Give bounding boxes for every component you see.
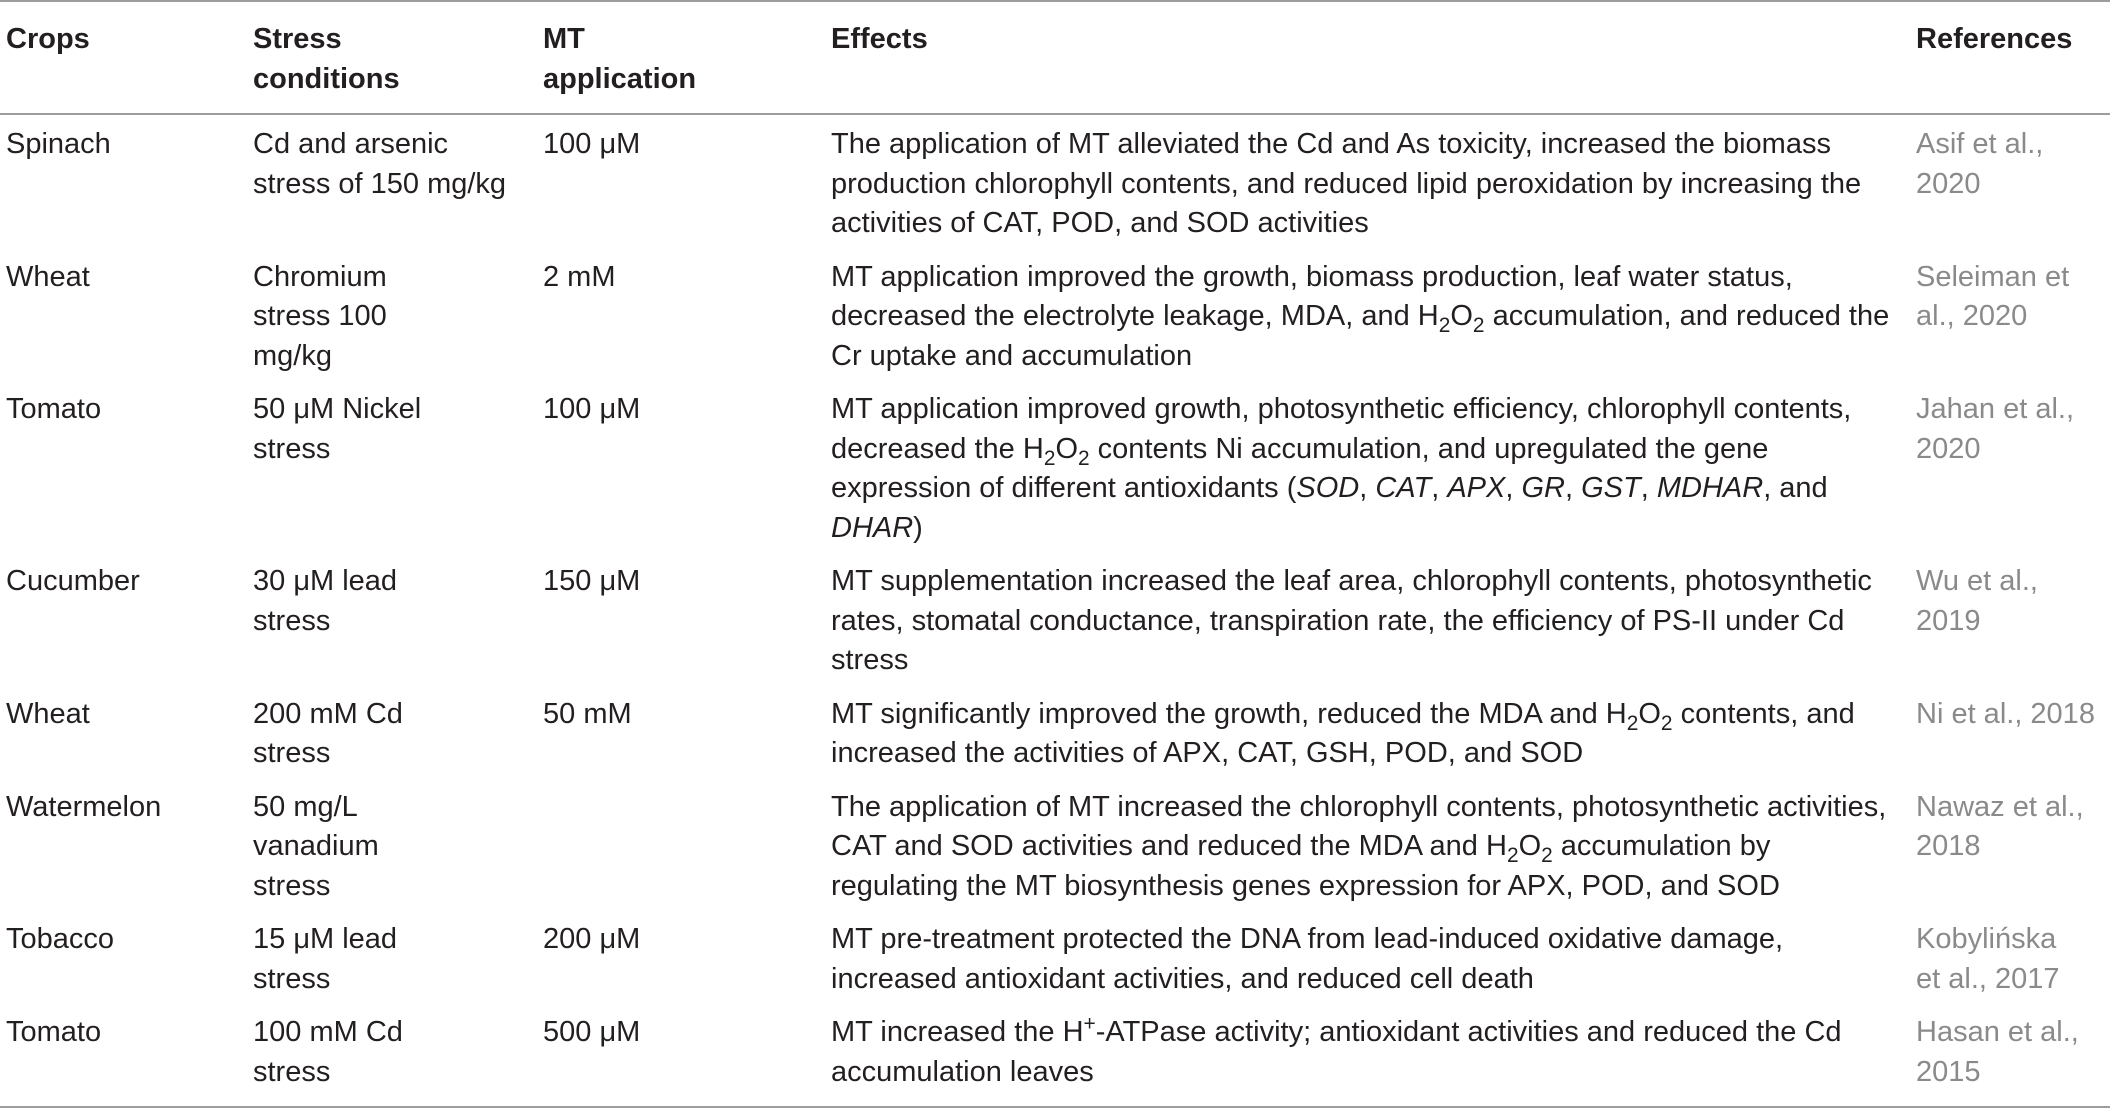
cell-mt: 2 mM [543, 260, 616, 293]
cell-stress: Chromium stress 100 mg/kg [253, 260, 387, 372]
cell-crop: Tobacco [6, 923, 115, 955]
cell-mt: 200 μM [543, 923, 641, 955]
cell-effects: The application of MT increased the chlo… [825, 778, 1910, 911]
cell-effects: The application of MT alleviated the Cd … [831, 128, 1862, 239]
header-stress: Stress conditions [247, 1, 537, 114]
table-row: Tobacco 15 μM lead stress 200 μM MT pre-… [0, 910, 2110, 1003]
table-header: Crops Stress conditions MT application E… [0, 1, 2110, 114]
cell-mt: 150 μM [543, 565, 641, 597]
cell-effects: MT increased the H+-ATPase activity; ant… [825, 1003, 1910, 1107]
table-row: Tomato 100 mM Cd stress 500 μM MT increa… [0, 1003, 2110, 1107]
header-row: Crops Stress conditions MT application E… [0, 1, 2110, 114]
cell-mt: 100 μM [543, 128, 641, 160]
cell-stress: 200 mM Cd stress [253, 697, 403, 770]
cell-effects: MT pre-treatment protected the DNA from … [831, 923, 1784, 995]
effects-text: MT significantly improved the growth, re… [831, 697, 1855, 770]
cell-crop: Wheat [6, 697, 90, 730]
cell-effects: MT supplementation increased the leaf ar… [831, 565, 1872, 676]
header-references: References [1916, 23, 2073, 55]
cell-stress: 100 mM Cd stress [253, 1016, 403, 1088]
cell-crop: Watermelon [6, 790, 162, 823]
cell-stress: 50 mg/L vanadium stress [253, 790, 379, 902]
table-row: Wheat 200 mM Cd stress 50 mM MT signific… [0, 685, 2110, 778]
table-row: Spinach Cd and arsenic stress of 150 mg/… [0, 114, 2110, 248]
cell-stress: 30 μM lead stress [253, 565, 398, 637]
table-body: Spinach Cd and arsenic stress of 150 mg/… [0, 114, 2110, 1107]
table-row: Watermelon 50 mg/L vanadium stress The a… [0, 778, 2110, 911]
cell-stress: 50 μM Nickel stress [253, 393, 422, 465]
cell-crop: Tomato [6, 393, 102, 425]
table-row: Cucumber 30 μM lead stress 150 μM MT sup… [0, 552, 2110, 685]
cell-reference: Seleiman et al., 2020 [1916, 260, 2070, 333]
effects-text: MT application improved growth, photosyn… [831, 393, 1852, 544]
cell-effects: MT application improved the growth, biom… [825, 248, 1910, 381]
cell-reference: Asif et al., 2020 [1916, 128, 2044, 200]
cell-effects: MT significantly improved the growth, re… [825, 685, 1910, 778]
cell-crop: Spinach [6, 128, 111, 160]
cell-crop: Tomato [6, 1016, 102, 1048]
header-crops: Crops [6, 23, 90, 55]
cell-mt [537, 778, 825, 911]
effects-text: MT application improved the growth, biom… [831, 260, 1890, 372]
cell-reference: Ni et al., 2018 [1916, 697, 2095, 730]
effects-text: The application of MT increased the chlo… [831, 790, 1887, 902]
table-row: Wheat Chromium stress 100 mg/kg 2 mM MT … [0, 248, 2110, 381]
cell-reference: Wu et al., 2019 [1916, 565, 2038, 637]
cell-crop: Wheat [6, 260, 90, 293]
cell-crop: Cucumber [6, 565, 140, 597]
effects-text: MT increased the H+-ATPase activity; ant… [831, 1012, 1842, 1088]
cell-mt: 100 μM [543, 393, 641, 425]
cell-reference: Hasan et al., 2015 [1916, 1016, 2079, 1088]
header-mt: MT application [537, 1, 825, 114]
cell-mt: 50 mM [543, 697, 632, 730]
header-effects: Effects [831, 23, 928, 55]
cell-mt: 500 μM [543, 1016, 641, 1048]
cell-reference: Jahan et al., 2020 [1916, 393, 2074, 465]
cell-reference: Nawaz et al., 2018 [1916, 790, 2084, 863]
table-row: Tomato 50 μM Nickel stress 100 μM MT app… [0, 380, 2110, 552]
cell-reference: Kobylińska et al., 2017 [1916, 923, 2060, 995]
cell-stress: 15 μM lead stress [253, 923, 398, 995]
header-stress-text: Stress conditions [253, 23, 400, 95]
header-mt-text: MT application [543, 23, 697, 95]
cell-effects: MT application improved growth, photosyn… [825, 380, 1910, 552]
cell-stress: Cd and arsenic stress of 150 mg/kg [253, 128, 507, 200]
